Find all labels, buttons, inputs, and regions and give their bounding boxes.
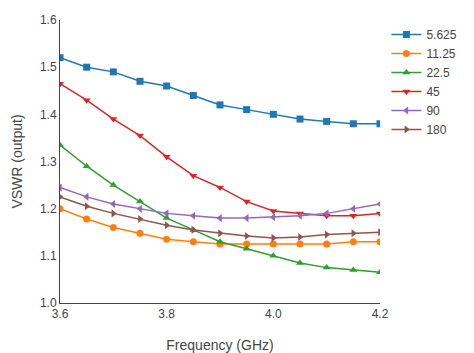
svg-text:3.6: 3.6	[52, 307, 69, 321]
svg-text:22.5: 22.5	[426, 66, 450, 80]
svg-text:5.625: 5.625	[426, 28, 456, 42]
svg-text:45: 45	[426, 85, 440, 99]
svg-text:VSWR (output): VSWR (output)	[9, 114, 25, 208]
svg-text:4.2: 4.2	[372, 307, 389, 321]
svg-text:1.3: 1.3	[40, 155, 57, 169]
svg-text:Frequency (GHz): Frequency (GHz)	[166, 337, 273, 353]
svg-text:1.1: 1.1	[40, 249, 57, 263]
svg-text:1.6: 1.6	[40, 13, 57, 27]
svg-text:1.0: 1.0	[40, 296, 57, 310]
svg-text:4.0: 4.0	[265, 307, 282, 321]
svg-text:11.25: 11.25	[426, 47, 455, 61]
svg-text:1.5: 1.5	[40, 60, 57, 74]
svg-text:180: 180	[426, 123, 446, 137]
svg-text:90: 90	[426, 104, 440, 118]
svg-text:1.2: 1.2	[40, 202, 57, 216]
svg-text:3.8: 3.8	[158, 307, 175, 321]
svg-text:1.4: 1.4	[40, 108, 57, 122]
